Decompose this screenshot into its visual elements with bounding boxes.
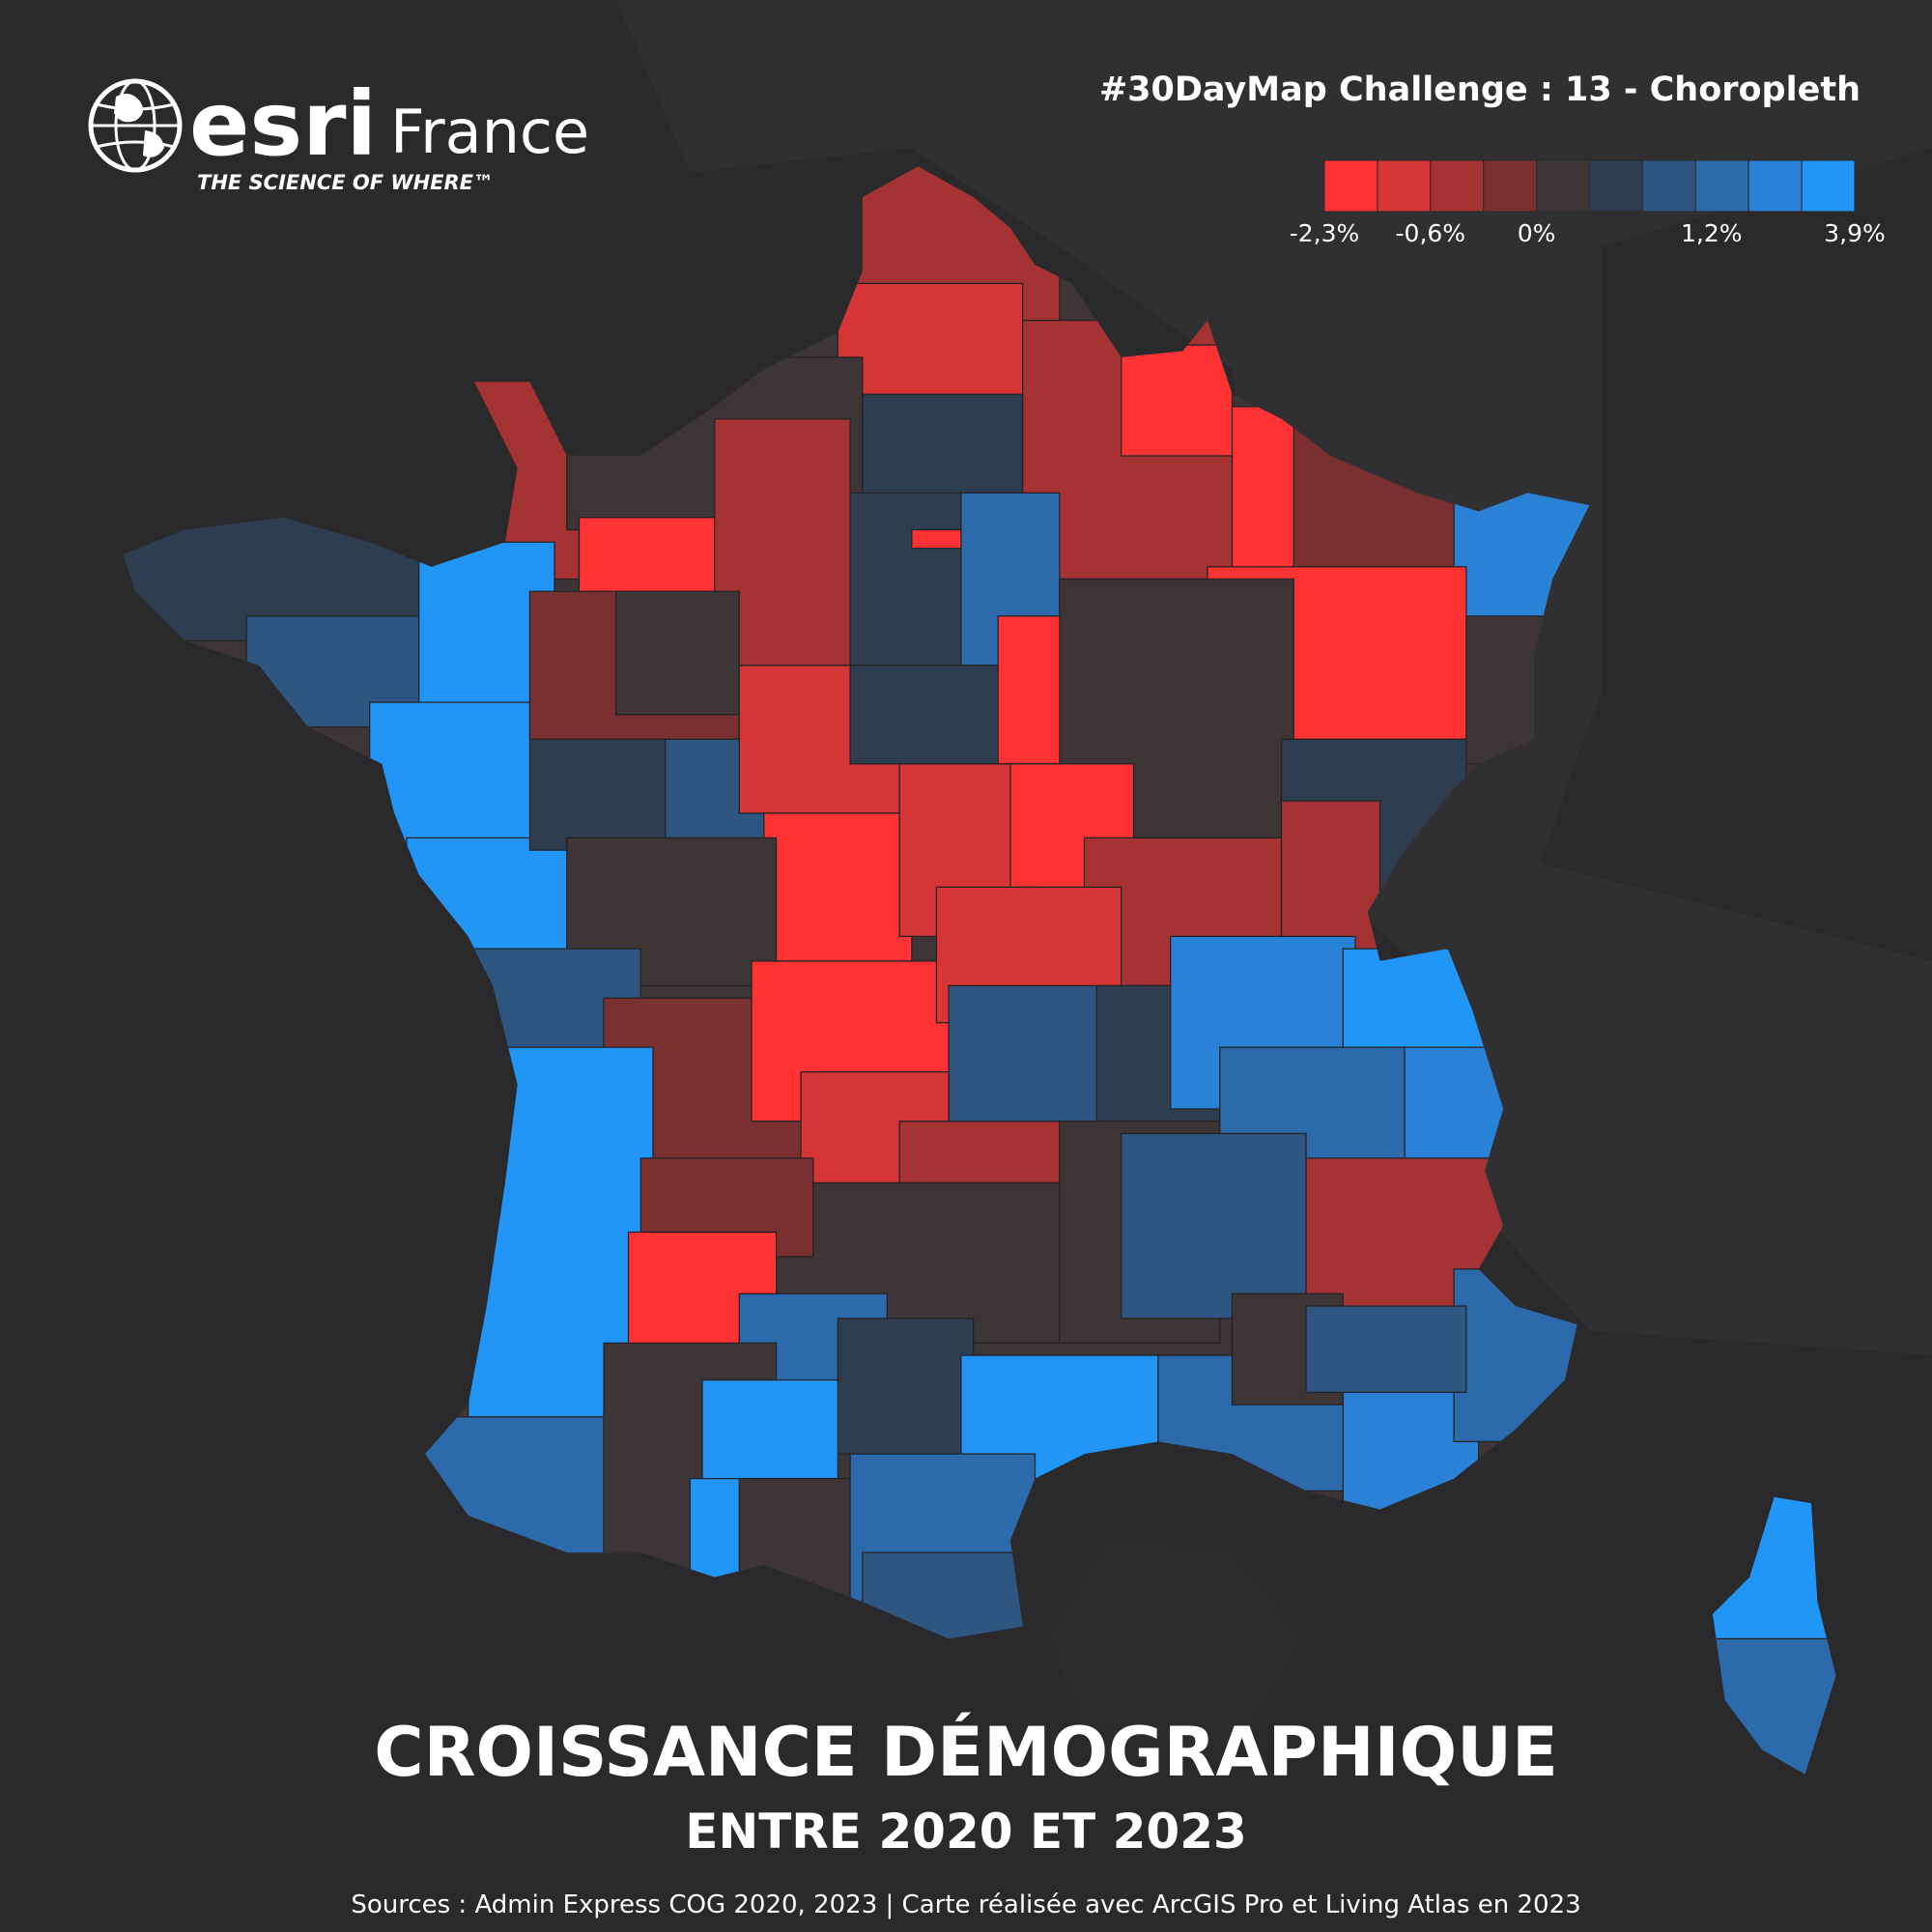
department — [948, 984, 1122, 1135]
logo-region: France — [390, 97, 589, 167]
legend-swatch — [1430, 159, 1485, 213]
department — [898, 763, 1011, 938]
surrounding-land — [0, 0, 1932, 1749]
esri-globe-logo — [88, 78, 183, 173]
legend-label: 3,9% — [1824, 219, 1886, 247]
legend-swatch — [1483, 159, 1538, 213]
tagline: THE SCIENCE OF WHERE™ — [197, 171, 494, 194]
legend: -2,3% -0,6% 0% 1,2% 3,9% — [1290, 159, 1886, 247]
department — [615, 590, 740, 716]
legend-swatch — [1801, 159, 1856, 213]
challenge-title: #30DayMap Challenge : 13 - Choropleth — [1099, 71, 1861, 109]
legend-label: 1,2% — [1681, 219, 1743, 247]
department — [837, 1318, 975, 1455]
department — [1280, 800, 1381, 962]
department — [911, 528, 962, 550]
legend-swatch — [1694, 159, 1749, 213]
department — [862, 393, 1024, 494]
department — [701, 1378, 838, 1492]
department — [849, 492, 975, 667]
legend-swatch — [1536, 159, 1590, 213]
legend-swatch — [1377, 159, 1432, 213]
department — [369, 701, 555, 851]
department — [837, 282, 1024, 408]
source: Sources : Admin Express COG 2020, 2023 |… — [351, 1890, 1580, 1919]
legend-swatch — [1589, 159, 1643, 213]
legend-swatch — [1747, 159, 1803, 213]
logo-word: esri — [189, 72, 377, 176]
legend-swatch — [1323, 159, 1378, 213]
legend-label: -0,6% — [1396, 219, 1466, 247]
subtitle: ENTRE 2020 ET 2023 — [685, 1804, 1247, 1860]
department — [1121, 1132, 1307, 1320]
legend-label: 0% — [1518, 219, 1556, 247]
department — [1305, 1305, 1467, 1393]
legend-label: -2,3% — [1290, 219, 1360, 247]
legend-swatch — [1641, 159, 1696, 213]
department — [849, 665, 1011, 765]
title: CROISSANCE DÉMOGRAPHIQUE — [374, 1713, 1558, 1792]
department — [763, 812, 913, 962]
department — [1121, 344, 1234, 457]
